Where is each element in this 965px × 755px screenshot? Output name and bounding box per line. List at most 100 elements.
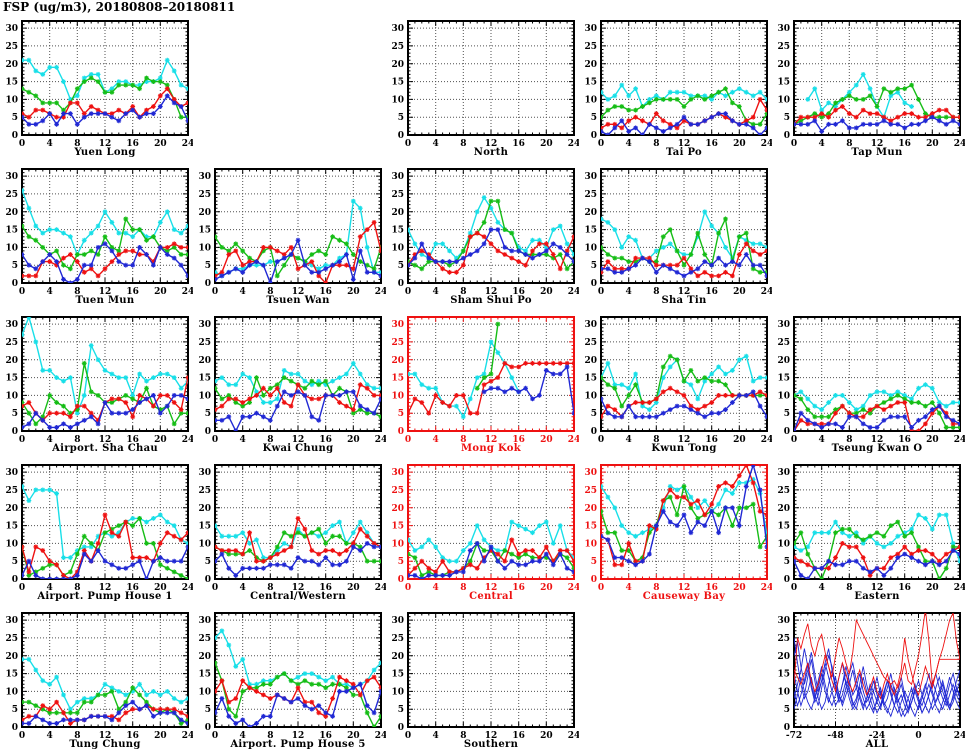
svg-text:25: 25 [5,486,18,496]
svg-text:20: 20 [777,356,790,366]
svg-text:10: 10 [198,687,211,697]
svg-text:0: 0 [205,575,211,585]
svg-text:20: 20 [198,356,211,366]
svg-text:15: 15 [777,374,790,384]
svg-text:20: 20 [584,504,597,514]
svg-text:20: 20 [584,60,597,70]
svg-text:25: 25 [777,634,790,644]
svg-text:5: 5 [398,409,404,419]
svg-text:20: 20 [198,504,211,514]
svg-text:20: 20 [777,60,790,70]
cell-north: 05101520253004812162024North [386,14,579,162]
svg-text:0: 0 [784,427,790,437]
svg-text:0: 0 [12,723,18,733]
svg-text:0: 0 [12,427,18,437]
svg-text:5: 5 [12,557,18,567]
svg-text:5: 5 [784,705,790,715]
cell-central-western: 05101520253004812162024Central/Western [193,458,386,606]
svg-text:20: 20 [5,652,18,662]
svg-text:25: 25 [584,190,597,200]
svg-text:20: 20 [584,208,597,218]
svg-text:30: 30 [198,172,211,182]
svg-text:5: 5 [205,261,211,271]
svg-text:20: 20 [584,356,597,366]
svg-text:15: 15 [391,78,404,88]
chart-kwun-tong: 05101520253004812162024 [579,310,772,446]
svg-text:5: 5 [784,409,790,419]
svg-text:30: 30 [584,320,597,330]
charts-grid: 05101520253004812162024Yuen Long05101520… [0,0,965,755]
svg-text:30: 30 [5,320,18,330]
svg-text:10: 10 [391,687,404,697]
svg-text:15: 15 [5,226,18,236]
svg-text:10: 10 [777,687,790,697]
svg-text:0: 0 [398,279,404,289]
chart-yuen-long: 05101520253004812162024 [0,14,193,150]
svg-text:15: 15 [5,522,18,532]
chart-sha-tin: 05101520253004812162024 [579,162,772,298]
chart-central-western: 05101520253004812162024 [193,458,386,594]
cell-sha-tin: 05101520253004812162024Sha Tin [579,162,772,310]
station-label-central-western: Central/Western [205,591,391,602]
cell-yuen-long: 05101520253004812162024Yuen Long [0,14,193,162]
cell-blank [772,162,965,310]
svg-text:10: 10 [584,243,597,253]
svg-text:30: 30 [391,616,404,626]
station-label-sham-shui-po: Sham Shui Po [398,295,584,306]
cell-tap-mun: 05101520253004812162024Tap Mun [772,14,965,162]
svg-text:25: 25 [777,338,790,348]
cell-causeway-bay: 05101520253004812162024Causeway Bay [579,458,772,606]
svg-text:25: 25 [777,42,790,52]
station-label-airport-sha-chau: Airport. Sha Chau [12,443,198,454]
svg-text:10: 10 [198,243,211,253]
svg-text:25: 25 [584,42,597,52]
svg-text:15: 15 [5,374,18,384]
svg-text:20: 20 [391,652,404,662]
svg-text:0: 0 [12,575,18,585]
svg-text:0: 0 [784,575,790,585]
svg-text:25: 25 [391,42,404,52]
cell-all: 051015202530-72-48-24024ALL [772,606,965,754]
station-label-kwun-tong: Kwun Tong [591,443,777,454]
svg-text:20: 20 [198,652,211,662]
svg-text:5: 5 [12,409,18,419]
svg-text:0: 0 [591,279,597,289]
svg-text:20: 20 [777,504,790,514]
svg-text:15: 15 [198,522,211,532]
chart-tai-po: 05101520253004812162024 [579,14,772,150]
svg-text:20: 20 [5,208,18,218]
svg-text:0: 0 [398,575,404,585]
svg-text:15: 15 [391,522,404,532]
chart-tap-mun: 05101520253004812162024 [772,14,965,150]
station-label-tai-po: Tai Po [591,147,777,158]
station-label-mong-kok: Mong Kok [398,443,584,454]
cell-blank [579,606,772,754]
svg-text:5: 5 [205,705,211,715]
station-label-kwai-chung: Kwai Chung [205,443,391,454]
svg-text:5: 5 [12,113,18,123]
cell-tsuen-wan: 05101520253004812162024Tsuen Wan [193,162,386,310]
cell-tai-po: 05101520253004812162024Tai Po [579,14,772,162]
svg-text:25: 25 [391,190,404,200]
chart-causeway-bay: 05101520253004812162024 [579,458,772,594]
svg-text:30: 30 [391,468,404,478]
svg-text:25: 25 [391,486,404,496]
station-label-tung-chung: Tung Chung [12,739,198,750]
svg-text:15: 15 [777,522,790,532]
svg-text:20: 20 [777,652,790,662]
svg-text:15: 15 [198,374,211,384]
svg-text:25: 25 [584,486,597,496]
cell-eastern: 05101520253004812162024Eastern [772,458,965,606]
svg-text:15: 15 [391,374,404,384]
chart-mong-kok: 05101520253004812162024 [386,310,579,446]
chart-kwai-chung: 05101520253004812162024 [193,310,386,446]
station-label-central: Central [398,591,584,602]
svg-text:10: 10 [5,539,18,549]
svg-text:15: 15 [777,78,790,88]
svg-text:15: 15 [584,78,597,88]
svg-text:20: 20 [391,60,404,70]
svg-text:25: 25 [5,634,18,644]
cell-airport-sha-chau: 05101520253004812162024Airport. Sha Chau [0,310,193,458]
cell-tung-chung: 05101520253004812162024Tung Chung [0,606,193,754]
svg-text:15: 15 [584,522,597,532]
